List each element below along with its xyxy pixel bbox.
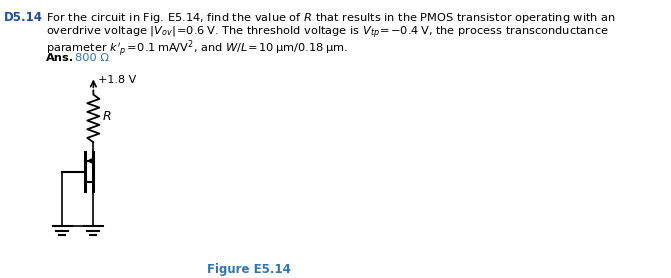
Text: D5.14: D5.14 <box>4 11 44 24</box>
Text: Figure E5.14: Figure E5.14 <box>207 263 291 276</box>
Text: $R$: $R$ <box>102 110 111 123</box>
Text: overdrive voltage $|V_{ov}|$ =0.6 V. The threshold voltage is $V_{tp}$ = −0.4 V,: overdrive voltage $|V_{ov}|$ =0.6 V. The… <box>46 24 609 41</box>
Text: For the circuit in Fig. E5.14, find the value of $R$ that results in the PMOS tr: For the circuit in Fig. E5.14, find the … <box>46 11 616 25</box>
Text: 800 Ω: 800 Ω <box>75 53 109 63</box>
Text: parameter $k'_p$ = 0.1 mA/V$^2$, and $W/L$ = 10 μm/0.18 μm.: parameter $k'_p$ = 0.1 mA/V$^2$, and $W/… <box>46 38 348 59</box>
Text: Ans.: Ans. <box>46 53 74 63</box>
Text: +1.8 V: +1.8 V <box>98 75 136 85</box>
